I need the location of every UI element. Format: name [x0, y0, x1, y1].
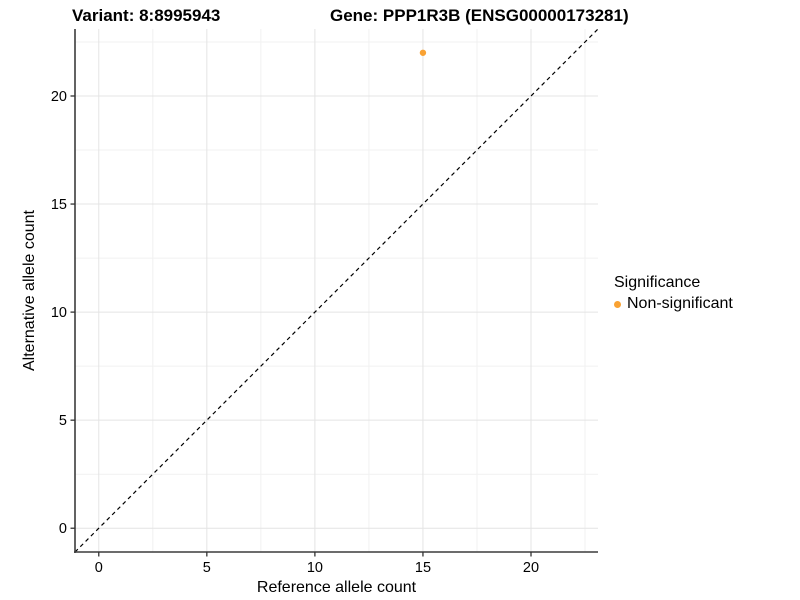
y-tick-label: 0 [59, 521, 67, 537]
tick-marks [70, 95, 532, 557]
data-points [419, 49, 427, 56]
variant-title: Variant: 8:8995943 [72, 6, 221, 25]
y-axis-title: Alternative allele count [21, 209, 38, 371]
x-axis-title: Reference allele count [257, 579, 417, 596]
x-tick-label: 15 [415, 560, 431, 576]
data-point [419, 49, 427, 56]
x-tick-label: 20 [523, 560, 539, 576]
legend-entry-label: Non-significant [627, 295, 733, 312]
x-tick-labels: 0 5 10 15 20 [95, 560, 539, 576]
minor-gridlines [75, 29, 598, 552]
legend-entry-non-significant: Non-significant [614, 295, 733, 313]
y-tick-label: 10 [51, 305, 67, 321]
identity-reference-line [74, 28, 599, 553]
x-tick-label: 5 [203, 560, 211, 576]
y-tick-label: 20 [51, 89, 67, 105]
y-tick-label: 5 [59, 413, 67, 429]
legend-point-icon [614, 300, 621, 308]
legend-title: Significance [614, 274, 701, 291]
legend: Significance Non-significant [614, 274, 733, 313]
x-tick-label: 10 [307, 560, 323, 576]
gene-title: Gene: PPP1R3B (ENSG00000173281) [330, 6, 629, 25]
x-tick-label: 0 [95, 560, 103, 576]
major-gridlines [75, 29, 598, 552]
y-tick-label: 15 [51, 197, 67, 213]
y-tick-labels: 0 5 10 15 20 [51, 89, 67, 537]
